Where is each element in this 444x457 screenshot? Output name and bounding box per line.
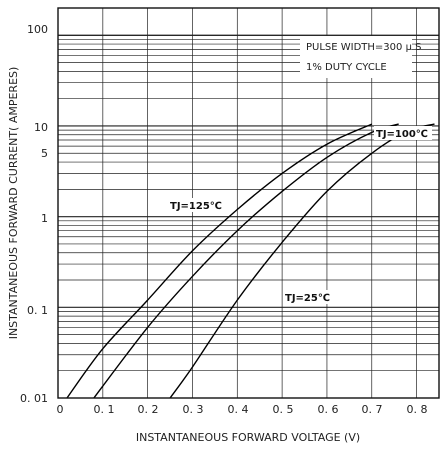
plot-frame: [57, 7, 440, 399]
x-tick-labels: 0 0. 1 0. 2 0. 3 0. 4 0. 5 0. 6 0. 7 0. …: [57, 403, 428, 416]
curve-label-tj100: TJ=100℃: [376, 129, 428, 140]
curve-series-0: [66, 123, 373, 399]
x-tick-0-1: 0. 1: [94, 403, 115, 416]
curve-series-1: [93, 123, 399, 399]
y-axis-title: INSTANTANEOUS FORWARD CURRENT( AMPERES): [7, 67, 20, 340]
y-tick-0-1: 0. 1: [27, 304, 48, 317]
label-bg-25: [283, 290, 333, 304]
y-tick-10: 10: [34, 121, 48, 134]
y-tick-5: 5: [41, 147, 48, 160]
y-tick-0-01: 0. 01: [20, 392, 48, 405]
curve-label-tj25: TJ=25℃: [285, 293, 330, 304]
curve-label-tj125: TJ=125℃: [170, 201, 222, 212]
x-tick-0-2: 0. 2: [138, 403, 159, 416]
curve-series-2: [169, 123, 435, 399]
x-tick-0: 0: [57, 403, 64, 416]
label-bg-125: [168, 198, 226, 212]
y-tick-1: 1: [41, 212, 48, 225]
x-tick-0-8: 0. 8: [407, 403, 428, 416]
x-tick-0-5: 0. 5: [273, 403, 294, 416]
label-bg-100: [374, 126, 432, 140]
x-tick-0-7: 0. 7: [362, 403, 383, 416]
x-axis-title: INSTANTANEOUS FORWARD VOLTAGE (V): [136, 431, 360, 444]
x-tick-0-3: 0. 3: [183, 403, 204, 416]
x-tick-0-4: 0. 4: [228, 403, 249, 416]
y-tick-100: 100: [27, 23, 48, 36]
x-tick-0-6: 0. 6: [318, 403, 339, 416]
curves: [66, 123, 435, 399]
annotation-box: [300, 36, 412, 78]
duty-cycle-note: 1% DUTY CYCLE: [306, 62, 387, 73]
pulse-width-note: PULSE WIDTH=300 μ S: [306, 42, 421, 53]
